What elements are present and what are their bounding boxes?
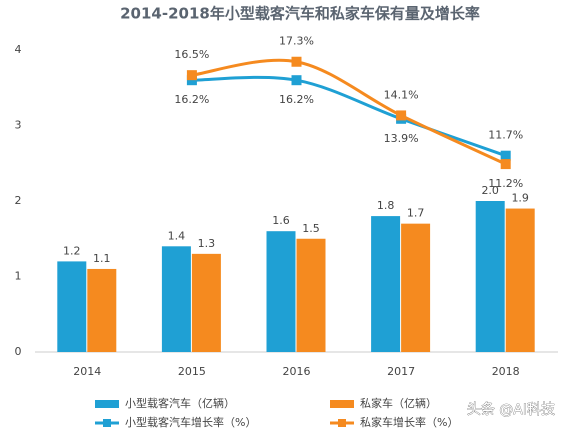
line-marker xyxy=(396,110,407,121)
x-tick-label: 2014 xyxy=(73,365,101,378)
bar-value-label: 1.7 xyxy=(407,207,425,220)
line-marker xyxy=(291,56,302,67)
watermark: 头条 @AI科技 xyxy=(467,401,555,418)
bar xyxy=(401,223,431,352)
y-tick-label: 0 xyxy=(15,345,22,358)
bar xyxy=(266,231,296,352)
bar xyxy=(371,216,401,352)
line-value-label: 11.7% xyxy=(488,129,523,142)
bar xyxy=(505,208,535,352)
y-tick-label: 3 xyxy=(15,119,22,132)
bar xyxy=(191,253,221,352)
line-value-label: 13.9% xyxy=(384,132,419,145)
line-marker xyxy=(500,159,511,170)
line xyxy=(191,75,507,158)
legend-label: 私家车（亿辆） xyxy=(360,396,437,410)
bar xyxy=(475,201,505,352)
x-tick-label: 2015 xyxy=(178,365,206,378)
chart-title: 2014-2018年小型载客汽车和私家车保有量及增长率 xyxy=(120,5,480,23)
line-marker xyxy=(186,75,197,86)
bar-value-label: 1.9 xyxy=(511,192,529,205)
x-tick-label: 2017 xyxy=(387,365,415,378)
line-marker xyxy=(186,70,197,81)
bar xyxy=(57,261,87,352)
legend-swatch xyxy=(95,400,119,408)
legend-label: 小型载客汽车增长率（%） xyxy=(125,415,256,429)
bar-value-label: 1.6 xyxy=(272,214,290,227)
legend-label: 小型载客汽车（亿辆） xyxy=(125,396,235,410)
bar-value-label: 1.4 xyxy=(168,229,186,242)
line-value-label: 16.5% xyxy=(174,48,209,61)
y-tick-label: 1 xyxy=(15,270,22,283)
bar-value-label: 1.5 xyxy=(302,222,320,235)
x-tick-label: 2016 xyxy=(283,365,311,378)
legend-marker xyxy=(338,419,346,427)
y-tick-label: 4 xyxy=(15,43,22,56)
line-marker xyxy=(291,75,302,86)
line-marker xyxy=(500,150,511,161)
bar xyxy=(296,238,326,352)
bar-value-label: 2.0 xyxy=(481,184,499,197)
bar xyxy=(161,246,191,352)
line-value-label: 16.2% xyxy=(279,93,314,106)
line-value-label: 11.2% xyxy=(488,177,523,190)
line xyxy=(191,58,507,166)
bar-value-label: 1.8 xyxy=(377,199,395,212)
line-value-label: 17.3% xyxy=(279,35,314,48)
x-tick-label: 2018 xyxy=(492,365,520,378)
legend-marker xyxy=(103,419,111,427)
bar xyxy=(87,268,117,352)
bar-value-label: 1.3 xyxy=(198,237,216,250)
legend-swatch xyxy=(330,400,354,408)
bar-value-label: 1.2 xyxy=(63,244,81,257)
y-tick-label: 2 xyxy=(15,194,22,207)
legend-label: 私家车增长率（%） xyxy=(360,415,458,429)
line-value-label: 16.2% xyxy=(174,93,209,106)
bar-value-label: 1.1 xyxy=(93,252,111,265)
line-value-label: 14.1% xyxy=(384,88,419,101)
